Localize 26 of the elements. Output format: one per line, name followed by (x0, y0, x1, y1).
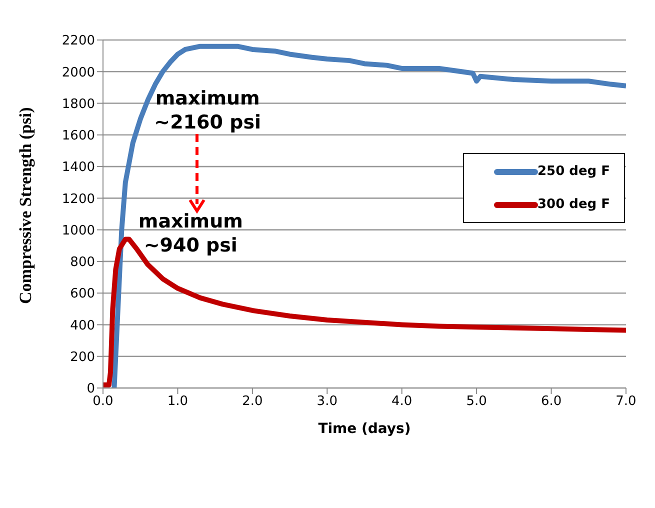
y-tick-label: 200 (70, 350, 95, 365)
legend-label: 250 deg F (538, 164, 610, 179)
y-tick-label: 400 (70, 318, 95, 334)
y-tick-label: 800 (70, 255, 95, 270)
y-tick-label: 1200 (62, 192, 95, 207)
x-tick-label: 4.0 (392, 394, 412, 410)
annotation: maximum ~2160 psi (154, 87, 262, 134)
x-tick-label: 7.0 (616, 394, 636, 410)
y-tick-label: 1000 (62, 223, 95, 238)
y-tick-label: 1600 (62, 128, 95, 144)
y-tick-label: 1400 (62, 160, 95, 176)
y-tick-label: 0 (86, 382, 95, 397)
x-tick-label: 0.0 (92, 394, 114, 410)
x-tick-label: 5.0 (466, 394, 487, 410)
x-tick-label: 2.0 (242, 394, 263, 410)
x-tick-label: 3.0 (316, 394, 338, 410)
y-tick-label: 1800 (62, 96, 95, 112)
y-axis-title: Compressive Strength (psi) (16, 107, 36, 304)
y-tick-label: 600 (70, 286, 95, 302)
y-tick-label: 2200 (62, 34, 95, 49)
x-tick-label: 6.0 (540, 394, 562, 410)
x-tick-label: 1.0 (167, 394, 188, 410)
x-axis-title: Time (days) (318, 421, 411, 437)
y-tick-label: 2000 (62, 65, 95, 80)
legend-label: 300 deg F (538, 197, 610, 212)
annotation: maximum ~940 psi (138, 210, 243, 256)
